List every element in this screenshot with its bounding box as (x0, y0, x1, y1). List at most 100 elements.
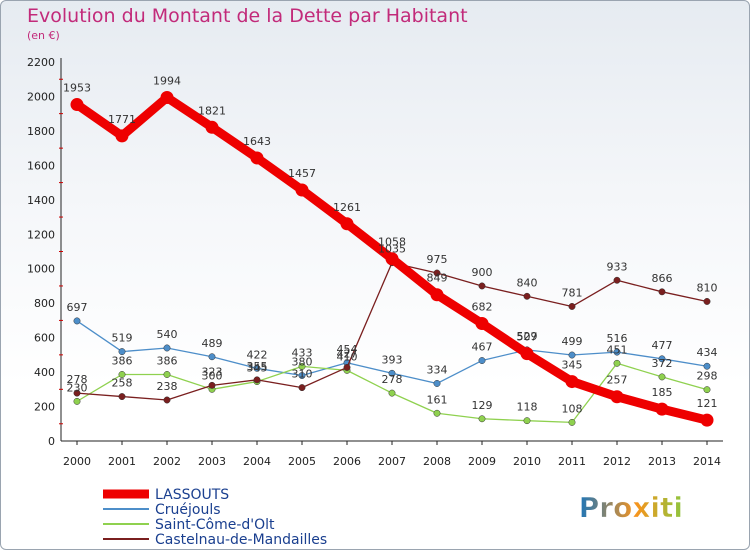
x-tick-label: 2013 (648, 455, 676, 468)
data-point (613, 348, 621, 356)
data-label: 451 (607, 343, 628, 356)
data-label: 1821 (198, 104, 226, 117)
data-label: 345 (247, 362, 268, 375)
data-label: 310 (292, 368, 313, 381)
data-label: 108 (562, 402, 583, 415)
data-label: 298 (697, 370, 718, 383)
data-label: 238 (157, 380, 178, 393)
data-point (433, 269, 441, 277)
data-point (298, 372, 306, 379)
data-point (163, 371, 171, 378)
data-label: 507 (517, 331, 538, 344)
data-label: 1953 (63, 82, 91, 95)
legend-label: Cruéjouls (155, 502, 221, 518)
data-point (703, 298, 711, 305)
data-point (70, 98, 84, 112)
data-point (610, 390, 624, 404)
data-label: 810 (697, 281, 718, 294)
legend-label: Castelnau-de-Mandailles (155, 532, 327, 548)
data-label: 427 (337, 347, 358, 360)
data-point (703, 386, 711, 394)
y-tick-label: 1400 (27, 194, 55, 207)
data-point (655, 402, 669, 416)
data-point (520, 347, 534, 361)
data-label: 386 (157, 355, 178, 368)
data-point (658, 288, 666, 296)
data-label: 840 (517, 276, 538, 289)
data-label: 129 (472, 399, 493, 412)
data-label: 933 (607, 260, 628, 273)
y-tick-label: 2000 (27, 90, 55, 103)
series-layer (70, 90, 714, 427)
data-label: 121 (697, 397, 718, 410)
data-label: 477 (652, 339, 673, 352)
data-point (568, 351, 576, 359)
proxiti-logo: Proxiti (579, 491, 683, 524)
data-label: 866 (652, 272, 673, 285)
data-point (700, 413, 714, 427)
data-point (298, 384, 306, 392)
data-label: 323 (202, 365, 223, 378)
x-tick-label: 2003 (198, 455, 226, 468)
data-label: 489 (202, 337, 223, 350)
data-label: 1643 (243, 135, 271, 148)
data-label: 540 (157, 328, 178, 341)
data-label: 393 (382, 353, 403, 366)
data-point (478, 282, 486, 290)
data-point (343, 363, 351, 371)
data-label: 161 (427, 393, 448, 406)
data-point (73, 389, 81, 397)
data-point (340, 217, 354, 231)
data-point (385, 252, 399, 266)
data-point (565, 375, 579, 389)
data-label: 372 (652, 357, 673, 370)
data-label: 454 (337, 343, 358, 356)
x-tick-label: 2006 (333, 455, 361, 468)
y-tick-label: 800 (34, 297, 55, 310)
data-point (298, 362, 306, 370)
data-point (568, 303, 576, 310)
data-label: 334 (427, 363, 448, 376)
data-label: 433 (292, 346, 313, 359)
data-label: 682 (472, 301, 493, 314)
data-label: 386 (112, 355, 133, 368)
data-label: 849 (427, 272, 448, 285)
data-point (478, 415, 486, 423)
data-point (115, 129, 129, 143)
data-label: 434 (697, 346, 718, 359)
data-point (118, 371, 126, 378)
data-point (478, 357, 486, 364)
data-point (703, 362, 711, 370)
x-tick-label: 2000 (63, 455, 91, 468)
x-tick-label: 2005 (288, 455, 316, 468)
data-label: 781 (562, 286, 583, 299)
data-label: 1035 (378, 243, 406, 256)
data-point (658, 373, 666, 381)
y-tick-label: 1800 (27, 125, 55, 138)
x-tick-label: 2010 (513, 455, 541, 468)
data-point (523, 292, 531, 300)
x-tick-label: 2014 (693, 455, 721, 468)
y-tick-label: 600 (34, 332, 55, 345)
data-point (160, 90, 174, 104)
data-label: 467 (472, 341, 493, 354)
data-point (433, 380, 441, 387)
x-tick-label: 2012 (603, 455, 631, 468)
data-point (253, 376, 261, 384)
data-point (388, 389, 396, 397)
data-label: 1994 (153, 74, 181, 87)
data-label: 355 (247, 360, 268, 373)
data-labels: 1953 1771 1994 1821 1643 1457 1261 1058 849 682 50… (63, 74, 718, 415)
data-label: 278 (67, 373, 88, 386)
data-point (253, 364, 261, 372)
data-point (475, 317, 489, 331)
legend: LASSOUTSCruéjoulsSaint-Côme-d'OltCasteln… (103, 487, 327, 548)
x-tick-label: 2004 (243, 455, 271, 468)
y-tick-label: 400 (34, 366, 55, 379)
data-point (163, 344, 171, 352)
data-label: 900 (472, 266, 493, 279)
data-point (205, 120, 219, 134)
y-tick-label: 2200 (27, 56, 55, 69)
